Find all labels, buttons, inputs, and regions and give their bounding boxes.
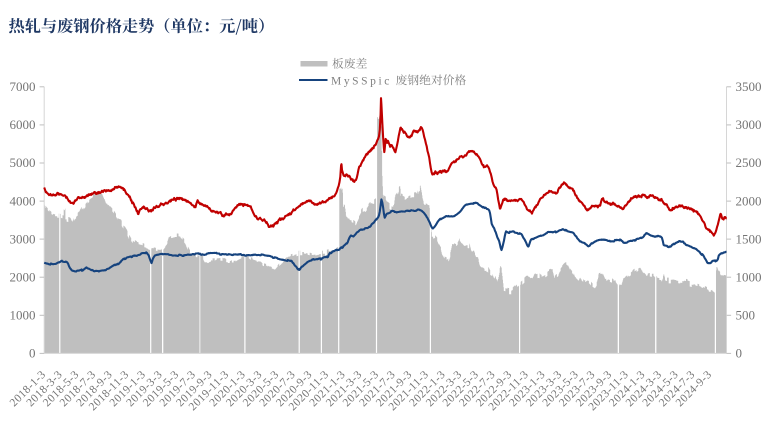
svg-text:3500: 3500 — [736, 79, 762, 94]
svg-text:3000: 3000 — [10, 231, 36, 246]
svg-text:2000: 2000 — [736, 193, 762, 208]
svg-text:7000: 7000 — [10, 79, 36, 94]
svg-text:1500: 1500 — [736, 231, 762, 246]
svg-text:MySSpic: MySSpic — [331, 76, 392, 88]
svg-text:6000: 6000 — [10, 117, 36, 132]
svg-text:4000: 4000 — [10, 193, 36, 208]
svg-text:500: 500 — [736, 308, 756, 323]
svg-text:2000: 2000 — [10, 269, 36, 284]
svg-text:5000: 5000 — [10, 155, 36, 170]
svg-text:3000: 3000 — [736, 117, 762, 132]
svg-text:0: 0 — [736, 346, 743, 361]
svg-text:2500: 2500 — [736, 155, 762, 170]
svg-text:1000: 1000 — [736, 269, 762, 284]
svg-text:0: 0 — [29, 346, 36, 361]
svg-text:1000: 1000 — [10, 308, 36, 323]
